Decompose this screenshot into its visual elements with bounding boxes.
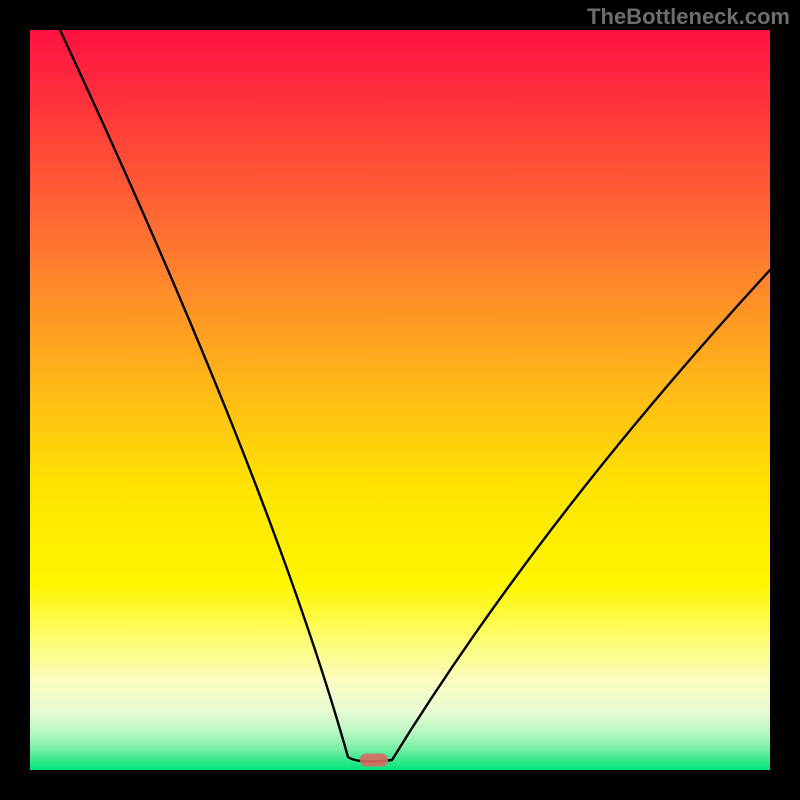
plot-background (30, 30, 770, 770)
chart-container: TheBottleneck.com (0, 0, 800, 800)
optimal-marker (360, 754, 388, 767)
watermark-text: TheBottleneck.com (587, 4, 790, 30)
bottleneck-chart (0, 0, 800, 800)
